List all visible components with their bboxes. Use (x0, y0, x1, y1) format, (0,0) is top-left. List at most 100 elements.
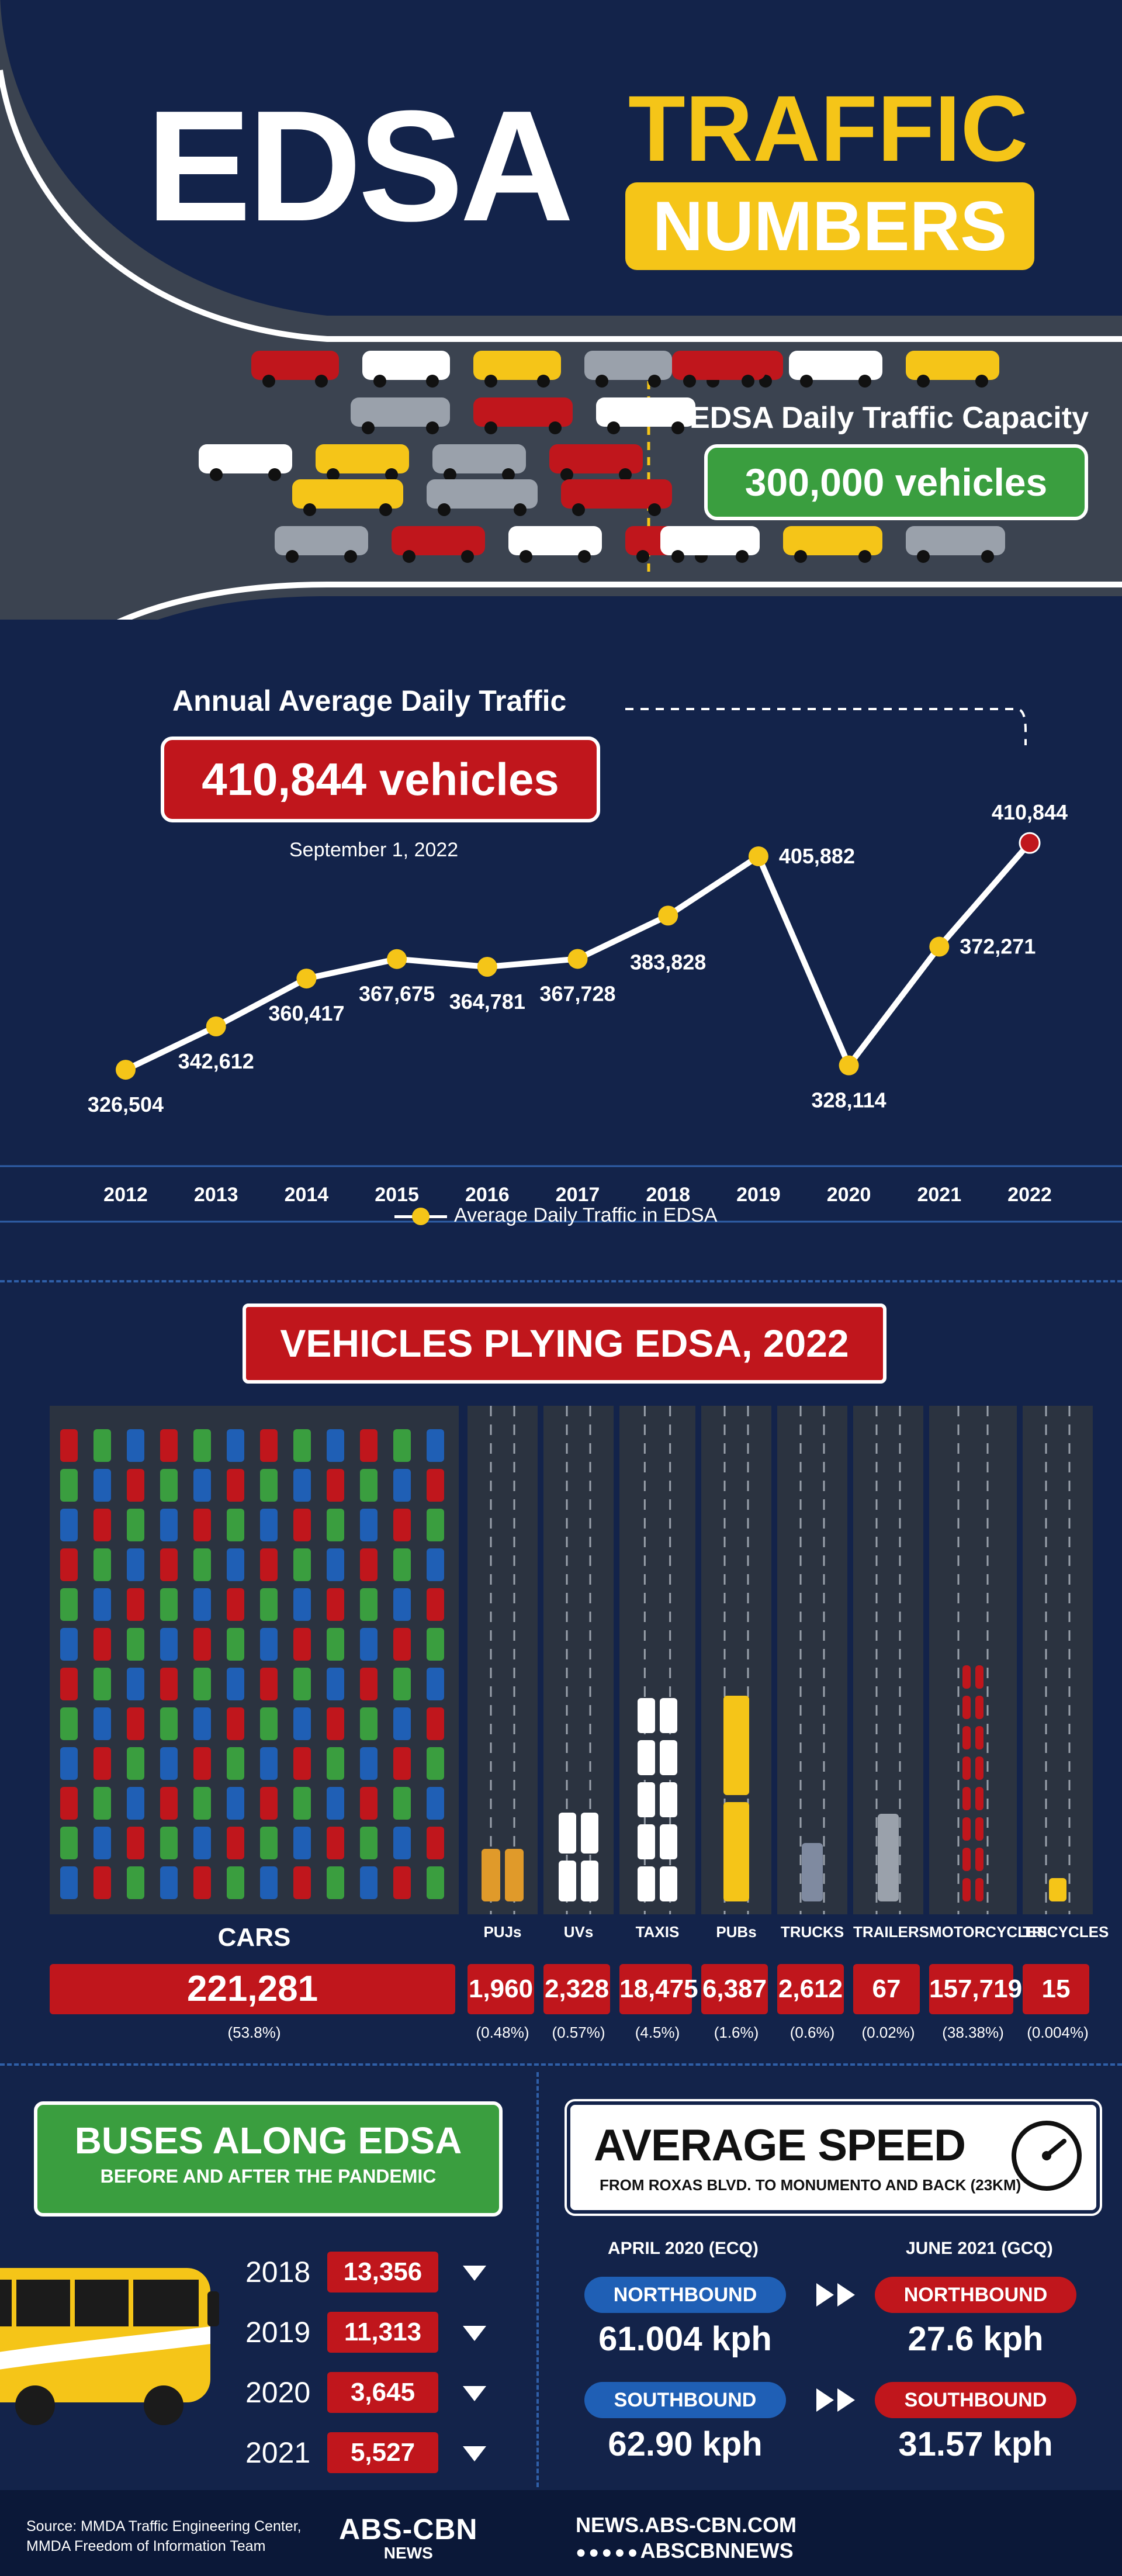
vehicle-icon (660, 1866, 677, 1901)
data-label: 405,882 (779, 844, 855, 868)
car-icon (393, 1787, 411, 1820)
northbound-2020-label: NORTHBOUND (584, 2277, 786, 2313)
vehicles-section: VEHICLES PLYING EDSA, 2022 CARS 221,281 (5… (0, 1286, 1122, 2058)
traffic-vehicle-icon (199, 444, 292, 473)
car-icon (227, 1787, 244, 1820)
southbound-2020-speed: 62.90 kph (608, 2425, 763, 2463)
social-icons: ●●●●● (576, 2543, 640, 2562)
vehicle-icon (962, 1696, 971, 1719)
car-icon (193, 1429, 211, 1462)
traffic-vehicle-icon (789, 351, 882, 380)
x-tick-label: 2022 (1007, 1184, 1052, 1206)
vehicle-icon (962, 1756, 971, 1780)
vehicle-icon (581, 1861, 598, 1901)
footer: Source: MMDA Traffic Engineering Center,… (0, 2490, 1122, 2576)
car-icon (60, 1827, 78, 1859)
vehicle-count: 221,281 (50, 1964, 455, 2014)
vehicle-stack-icon (638, 1406, 677, 1914)
car-icon (260, 1628, 278, 1661)
vehicle-icon (638, 1824, 655, 1859)
car-icon (227, 1668, 244, 1700)
vehicle-share: (53.8%) (227, 2024, 281, 2041)
traffic-vehicle-icon (906, 351, 999, 380)
traffic-vehicle-icon (316, 444, 409, 473)
car-icon (127, 1707, 144, 1740)
car-icon (293, 1787, 311, 1820)
car-icon (360, 1429, 378, 1462)
bus-year: 2021 (245, 2436, 311, 2469)
bus-count: 3,645 (327, 2372, 438, 2413)
car-icon (427, 1628, 444, 1661)
column-divider (536, 2072, 539, 2487)
car-icon (60, 1866, 78, 1899)
vehicle-icon (962, 1665, 971, 1689)
traffic-vehicle-icon (596, 397, 695, 427)
vehicles-title: VEHICLES PLYING EDSA, 2022 (243, 1303, 886, 1384)
car-icon (360, 1707, 378, 1740)
road-lane (619, 1406, 695, 1914)
car-icon (193, 1747, 211, 1780)
data-point (206, 1016, 226, 1036)
car-icon (393, 1866, 411, 1899)
car-icon (393, 1668, 411, 1700)
traffic-vehicle-icon (561, 479, 672, 509)
car-icon (160, 1747, 178, 1780)
logo-top: ABS-CBN (339, 2513, 478, 2546)
bus-count: 13,356 (327, 2252, 438, 2293)
car-icon (127, 1668, 144, 1700)
road-lane (1023, 1406, 1093, 1914)
road-lane (701, 1406, 771, 1914)
car-icon (393, 1469, 411, 1502)
car-icon (427, 1429, 444, 1462)
car-icon (260, 1429, 278, 1462)
car-icon (293, 1747, 311, 1780)
vehicle-stack-icon (60, 1429, 444, 1899)
buses-title-box: BUSES ALONG EDSA BEFORE AND AFTER THE PA… (34, 2101, 503, 2217)
data-point (567, 949, 588, 969)
car-icon (427, 1747, 444, 1780)
car-icon (360, 1787, 378, 1820)
vehicle-icon (975, 1848, 984, 1871)
car-icon (160, 1866, 178, 1899)
vehicle-type-label: PUBs (716, 1923, 757, 1941)
car-icon (427, 1787, 444, 1820)
vehicle-icon (962, 1878, 971, 1901)
traffic-vehicle-icon (351, 397, 450, 427)
car-icon (260, 1707, 278, 1740)
x-tick-label: 2020 (827, 1184, 871, 1206)
vehicle-stack-icon (723, 1406, 749, 1914)
source-note: Source: MMDA Traffic Engineering Center,… (26, 2516, 302, 2556)
northbound-2021-speed: 27.6 kph (908, 2320, 1044, 2358)
traffic-vehicle-icon (427, 479, 538, 509)
legend-swatch (394, 1208, 447, 1226)
car-icon (60, 1707, 78, 1740)
buses-subtitle: BEFORE AND AFTER THE PANDEMIC (100, 2166, 437, 2187)
vehicle-icon (975, 1787, 984, 1810)
car-icon (293, 1509, 311, 1541)
aadt-date: September 1, 2022 (289, 839, 459, 861)
data-label: 328,114 (812, 1088, 886, 1112)
capacity-label: EDSA Daily Traffic Capacity (690, 401, 1089, 435)
vehicle-stack-icon (799, 1406, 825, 1914)
vehicle-count: 1,960 (468, 1964, 534, 2014)
vehicle-share: (0.6%) (789, 2024, 835, 2041)
car-icon (127, 1827, 144, 1859)
vehicle-stack-icon (957, 1406, 989, 1914)
x-tick-label: 2014 (285, 1184, 329, 1206)
car-icon (227, 1827, 244, 1859)
car-icon (260, 1469, 278, 1502)
car-icon (260, 1588, 278, 1621)
car-icon (393, 1747, 411, 1780)
vehicle-icon (975, 1665, 984, 1689)
title-traffic: TRAFFIC (628, 76, 1028, 181)
car-icon (193, 1548, 211, 1581)
down-arrow-icon (463, 2266, 486, 2281)
vehicle-type-label: TAXIS (635, 1923, 680, 1941)
car-icon (94, 1747, 111, 1780)
car-icon (127, 1429, 144, 1462)
road-lane (468, 1406, 538, 1914)
chart-legend: Average Daily Traffic in EDSA (394, 1204, 717, 1227)
speed-title-box: AVERAGE SPEED FROM ROXAS BLVD. TO MONUME… (565, 2099, 1102, 2216)
car-icon (360, 1866, 378, 1899)
vehicle-icon (638, 1782, 655, 1817)
